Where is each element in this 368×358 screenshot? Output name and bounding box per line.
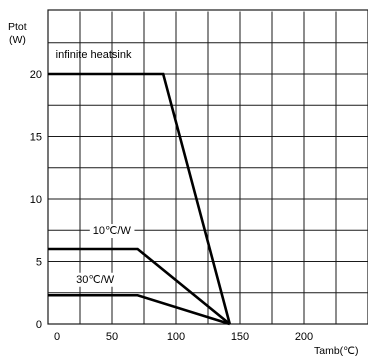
series-line-3: [48, 293, 231, 326]
x-tick-label: 100: [167, 331, 185, 343]
y-tick-labels: 0 5 10 15 20: [30, 69, 42, 331]
series-annotation-1: infinite heatsink: [56, 49, 132, 61]
series-lines: [48, 72, 232, 326]
x-tick-label: 0: [54, 331, 60, 343]
series-line-2: [48, 247, 231, 326]
series-annotations: infinite heatsink 10℃/W 30℃/W: [56, 49, 135, 287]
x-tick-label: 50: [106, 331, 118, 343]
y-tick-label: 0: [36, 319, 42, 331]
annotation-background: [73, 272, 118, 287]
series-annotation-2: 10℃/W: [93, 225, 132, 237]
y-axis-label-line2: (W): [9, 34, 26, 46]
y-tick-label: 20: [30, 69, 42, 81]
series-annotation-3: 30℃/W: [76, 274, 115, 286]
plot-frame: [47, 9, 368, 325]
x-tick-label: 150: [231, 331, 249, 343]
y-tick-label: 15: [30, 132, 42, 144]
y-tick-label: 5: [36, 257, 42, 269]
annotation-background: [89, 224, 135, 238]
x-axis-label: Tamb(℃): [314, 345, 358, 357]
x-tick-labels: 0 50 100 150 200: [54, 331, 313, 343]
y-tick-label: 10: [30, 194, 42, 206]
series-line-1: [48, 72, 232, 325]
x-tick-label: 200: [295, 331, 313, 343]
y-axis-label-line1: Ptot: [8, 21, 27, 33]
